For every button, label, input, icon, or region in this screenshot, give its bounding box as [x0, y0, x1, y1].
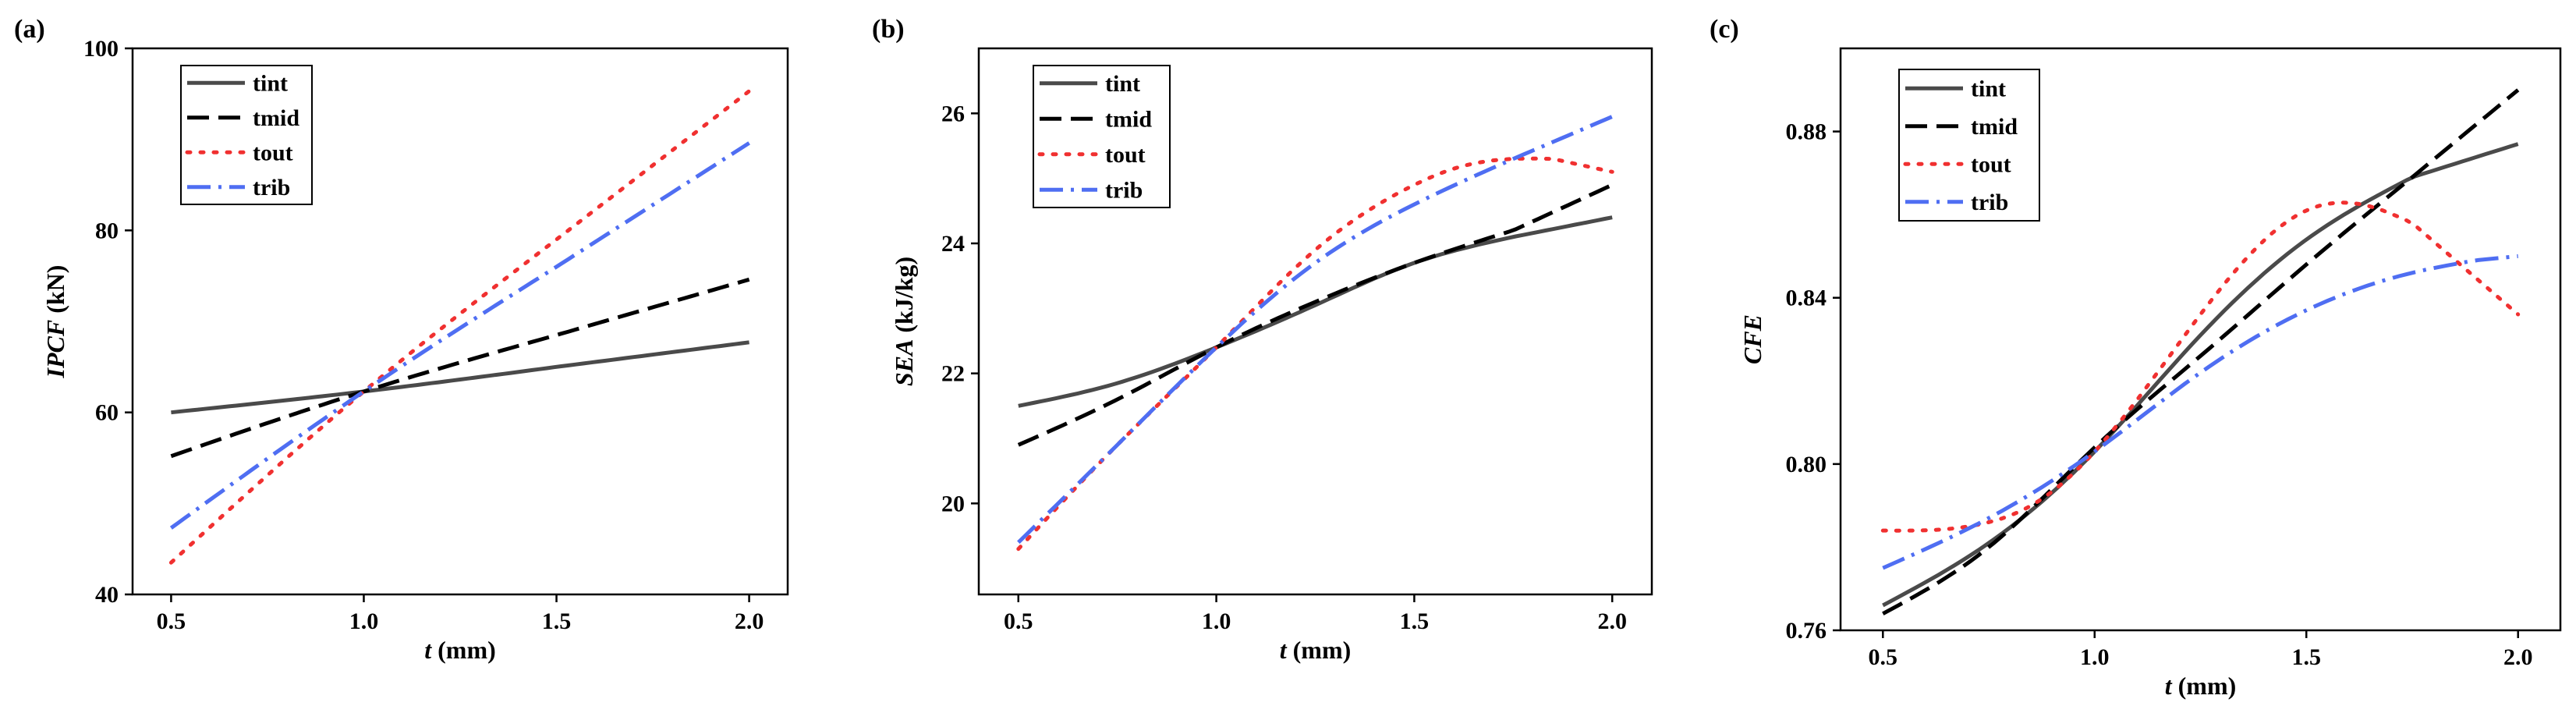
series-line-tmid	[170, 277, 750, 459]
chart-panel-3: 0.5 1.0 1.5 2.0 0.76 0.80 0.84 0.88 (c) t (mm) CFE…	[1710, 15, 2562, 700]
legend-label-tout: tout	[253, 140, 293, 165]
panel-label: (b)	[872, 15, 905, 44]
x-axis-label: t (mm)	[2165, 672, 2237, 700]
legend-label-tmid: tmid	[1105, 106, 1152, 132]
x-tick-label: 1.5	[542, 608, 572, 634]
y-tick-label: 0.88	[1786, 119, 1827, 145]
y-tick-label: 24	[941, 231, 965, 257]
x-tick-label: 1.0	[1202, 608, 1231, 634]
x-tick-label: 0.5	[157, 608, 186, 634]
series-line-tout	[1880, 200, 2521, 533]
x-axis-label-unit: (mm)	[2172, 672, 2237, 700]
legend-box	[1033, 65, 1171, 208]
x-tick-label: 1.0	[2080, 644, 2110, 670]
panel-label: (a)	[14, 15, 45, 44]
chart-panel-1: 0.5 1.0 1.5 2.0 40 60 80 100 (a) t (mm) IPCF (kN) t…	[14, 15, 789, 664]
panel-label: (c)	[1710, 15, 1739, 44]
x-tick-label: 2.0	[735, 608, 764, 634]
x-axis-label-unit: (mm)	[1287, 636, 1352, 664]
series-line-trib	[169, 141, 750, 530]
y-tick-label: 100	[83, 36, 119, 62]
y-tick-label: 40	[95, 582, 119, 608]
y-tick-label: 22	[941, 361, 965, 387]
y-tick-label: 80	[95, 218, 119, 243]
plot-frame	[977, 47, 1653, 596]
legend-label-tout: tout	[1971, 151, 2011, 177]
x-axis-label: t (mm)	[424, 636, 496, 664]
series-line-tmid	[1017, 183, 1614, 447]
y-axis-label: SEA (kJ/kg)	[890, 257, 918, 386]
y-axis-label-symbol: SEA	[890, 339, 918, 386]
legend: tint tmid tout trib	[1898, 69, 2040, 222]
series-line-tout	[1016, 156, 1614, 552]
series-line-tmid	[1882, 88, 2520, 615]
x-tick-label: 1.5	[2291, 644, 2321, 670]
legend-label-tmid: tmid	[253, 105, 299, 131]
plot-frame	[131, 47, 789, 596]
series-line-tout	[168, 89, 752, 565]
x-tick-label: 0.5	[1869, 644, 1898, 670]
series-line-trib	[1017, 115, 1614, 545]
chart-panel-2: 0.5 1.0 1.5 2.0 20 22 24 26 (b) t (mm) SEA (kJ/kg)…	[872, 15, 1653, 664]
y-tick-label: 0.80	[1786, 452, 1827, 477]
legend-label-trib: trib	[1971, 190, 2008, 215]
x-axis-label: t (mm)	[1280, 636, 1352, 664]
legend-label-tint: tint	[1971, 76, 2006, 101]
legend-box	[180, 65, 313, 205]
y-axis-label: CFE	[1738, 314, 1766, 364]
legend-label-trib: trib	[253, 175, 290, 200]
x-tick-label: 1.0	[349, 608, 379, 634]
x-axis-label-symbol: t	[1280, 636, 1288, 664]
legend: tint tmid tout trib	[1033, 65, 1171, 208]
y-tick-label: 0.84	[1786, 286, 1827, 311]
series-line-trib	[1882, 254, 2518, 570]
legend-label-tint: tint	[1105, 71, 1140, 97]
legend-label-trib: trib	[1105, 177, 1143, 203]
plot-frame	[1839, 47, 2562, 632]
legend-label-tmid: tmid	[1971, 114, 2018, 140]
y-axis-label-symbol: CFE	[1738, 314, 1766, 364]
x-tick-label: 2.0	[2503, 644, 2533, 670]
x-tick-label: 1.5	[1400, 608, 1430, 634]
x-axis-label-symbol: t	[2165, 672, 2173, 700]
x-axis-label-unit: (mm)	[431, 636, 496, 664]
series-line-tint	[1018, 215, 1613, 408]
y-axis-label-symbol: IPCF	[41, 320, 69, 379]
y-axis-label-unit: (kN)	[41, 265, 69, 320]
legend-label-tint: tint	[253, 70, 288, 96]
x-tick-label: 2.0	[1597, 608, 1627, 634]
series-line-tint	[171, 340, 749, 415]
x-axis-label-symbol: t	[424, 636, 432, 664]
legend-label-tout: tout	[1105, 142, 1146, 168]
legend-box	[1898, 69, 2040, 222]
legend: tint tmid tout trib	[180, 65, 313, 205]
y-tick-label: 60	[95, 400, 119, 426]
y-tick-label: 0.76	[1786, 618, 1827, 644]
y-tick-label: 26	[941, 101, 965, 126]
x-tick-label: 0.5	[1004, 608, 1033, 634]
y-tick-label: 20	[941, 491, 965, 516]
y-axis-label-unit: (kJ/kg)	[890, 257, 918, 339]
y-axis-label: IPCF (kN)	[41, 265, 69, 379]
